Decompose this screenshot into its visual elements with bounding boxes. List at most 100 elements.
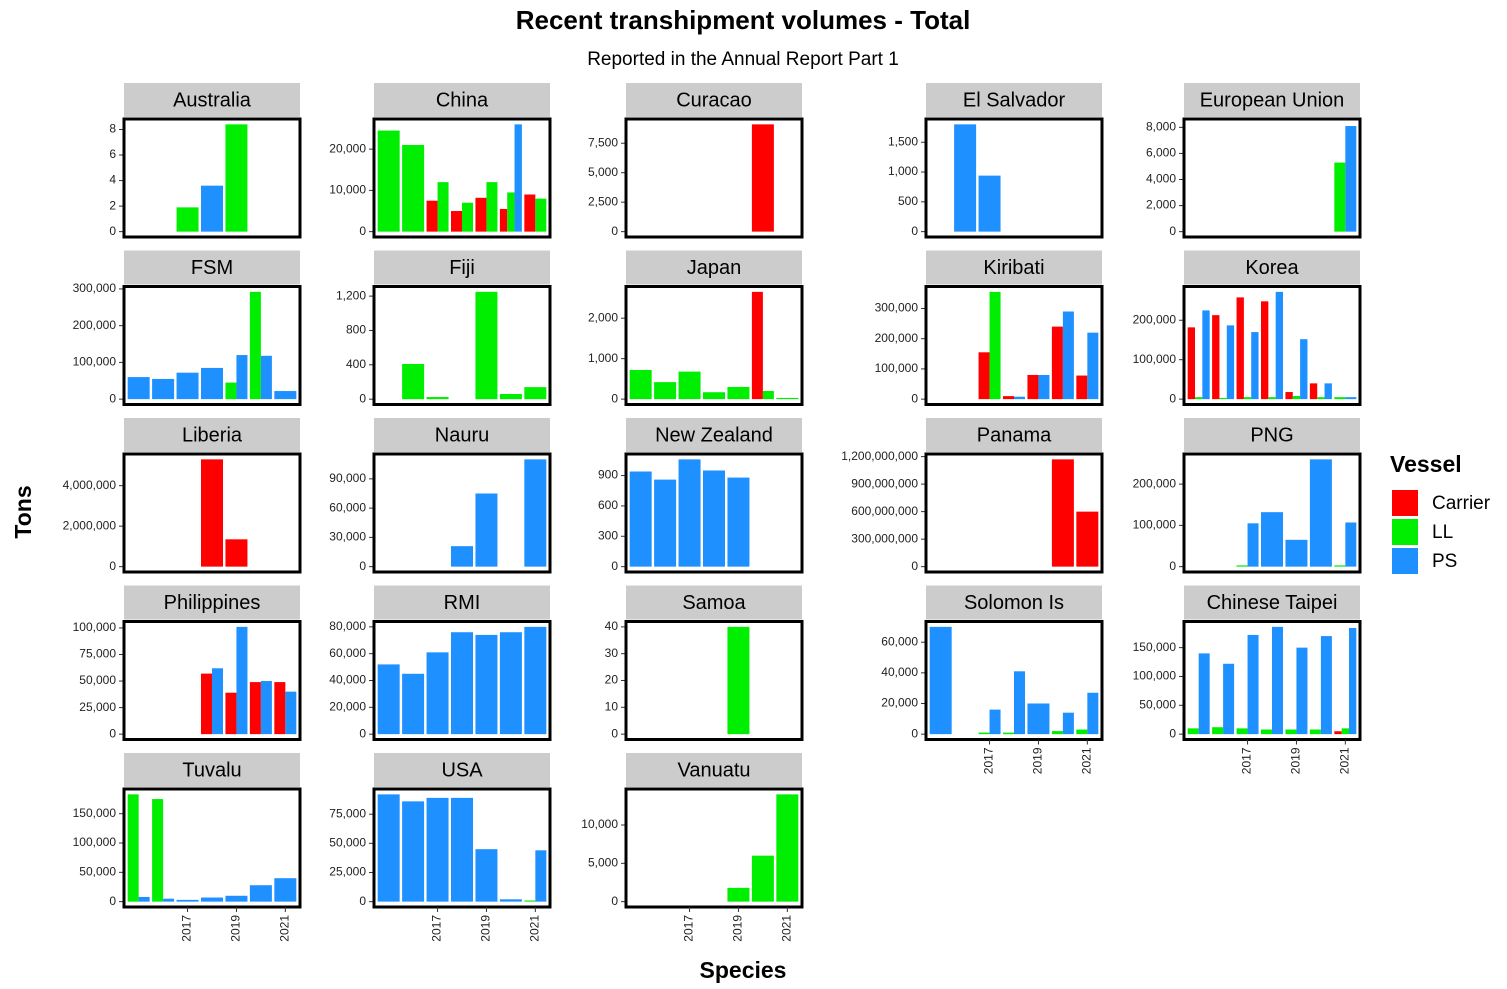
bar	[236, 355, 248, 400]
y-tick-label: 2,500	[588, 194, 618, 208]
x-tick-label: 2019	[229, 915, 243, 942]
bar	[1198, 653, 1210, 735]
bar	[402, 144, 425, 232]
bar	[1076, 729, 1088, 735]
panel-border	[624, 620, 804, 741]
bar	[402, 801, 425, 902]
strip-label: Fiji	[449, 257, 475, 279]
panel: New Zealand 0 300 600 900	[598, 418, 804, 574]
bar	[1003, 732, 1014, 735]
bar	[678, 459, 701, 567]
bar	[1076, 375, 1088, 400]
bar	[212, 668, 223, 735]
bar	[1345, 397, 1357, 400]
strip-label: Nauru	[435, 424, 489, 446]
y-tick-label: 0	[1169, 224, 1176, 238]
bar	[1334, 565, 1346, 567]
y-tick-label: 6	[109, 147, 116, 161]
strip	[374, 250, 550, 285]
y-tick-label: 300,000	[875, 301, 919, 315]
y-tick-label: 100,000	[73, 620, 117, 634]
bar	[954, 124, 977, 232]
bar	[727, 386, 750, 400]
strip-label: Philippines	[164, 592, 261, 614]
bar	[762, 391, 774, 400]
bar	[176, 207, 199, 232]
panel: Australia 0 2 4 6 8	[109, 83, 302, 239]
bar	[426, 652, 449, 735]
y-tick-label: 600	[598, 498, 618, 512]
bar	[1236, 565, 1248, 567]
bar	[499, 394, 522, 400]
y-tick-label: 0	[359, 224, 366, 238]
panel: Korea 0 100,000 200,000	[1133, 250, 1362, 406]
x-tick-label: 2017	[982, 747, 996, 774]
strip-label: Curacao	[676, 89, 752, 111]
bar	[629, 471, 652, 567]
bar	[163, 898, 175, 902]
strip	[374, 585, 550, 620]
strip-label: Korea	[1245, 257, 1299, 279]
bar	[727, 887, 750, 902]
bar	[1275, 291, 1283, 400]
y-tick-label: 0	[109, 894, 116, 908]
y-tick-label: 5,000	[588, 855, 618, 869]
bar	[201, 185, 223, 232]
bar	[1027, 703, 1050, 735]
bar	[225, 895, 248, 902]
bar	[727, 477, 750, 567]
bar	[1292, 395, 1301, 400]
strip-label: Japan	[687, 257, 742, 279]
strip	[124, 250, 300, 285]
panel-border	[372, 285, 552, 406]
strip	[626, 753, 802, 787]
bar	[1038, 374, 1050, 400]
bar	[989, 291, 1001, 400]
legend-title: Vessel	[1390, 451, 1462, 477]
bar	[152, 378, 175, 400]
y-tick-label: 1,000	[588, 351, 618, 365]
panel-border	[372, 620, 552, 741]
bar	[499, 632, 522, 735]
bar	[978, 732, 990, 735]
y-tick-label: 100,000	[73, 835, 117, 849]
legend-label: PS	[1432, 551, 1457, 572]
y-tick-label: 30	[605, 646, 619, 660]
bar	[377, 130, 400, 232]
bar	[1236, 728, 1248, 735]
y-axis-label: Tons	[10, 485, 36, 538]
bar	[1349, 628, 1357, 735]
y-tick-label: 800	[346, 323, 366, 337]
bar	[1261, 512, 1283, 567]
panel: FSM 0 100,000 200,000 300,000	[73, 250, 302, 406]
bar	[776, 397, 799, 400]
y-tick-label: 1,500	[888, 134, 918, 148]
y-tick-label: 20,000	[329, 699, 366, 713]
bar	[486, 182, 498, 232]
bar	[1272, 626, 1283, 735]
bar	[249, 885, 272, 902]
bar	[1219, 397, 1227, 400]
bar	[1285, 539, 1308, 567]
panel: RMI 0 20,000 40,000 60,000 80,000	[329, 585, 552, 741]
bar	[225, 382, 237, 400]
bar	[629, 369, 652, 400]
y-tick-label: 2	[109, 198, 116, 212]
strip	[374, 83, 550, 117]
bar	[1212, 727, 1224, 735]
bar	[225, 124, 248, 232]
x-tick-label: 2021	[1338, 747, 1352, 774]
strip-label: Chinese Taipei	[1207, 592, 1338, 614]
bar	[127, 377, 150, 400]
y-tick-label: 75,000	[329, 806, 366, 820]
y-tick-label: 100,000	[1133, 352, 1177, 366]
bar	[1268, 397, 1276, 400]
bar	[1062, 311, 1074, 400]
bar	[751, 291, 763, 400]
bar	[514, 124, 522, 232]
bar	[524, 459, 547, 567]
panel-border	[122, 117, 302, 239]
bar	[1212, 315, 1220, 400]
y-tick-label: 500	[898, 194, 918, 208]
panel: Kiribati 0 100,000 200,000 300,000	[875, 250, 1104, 406]
